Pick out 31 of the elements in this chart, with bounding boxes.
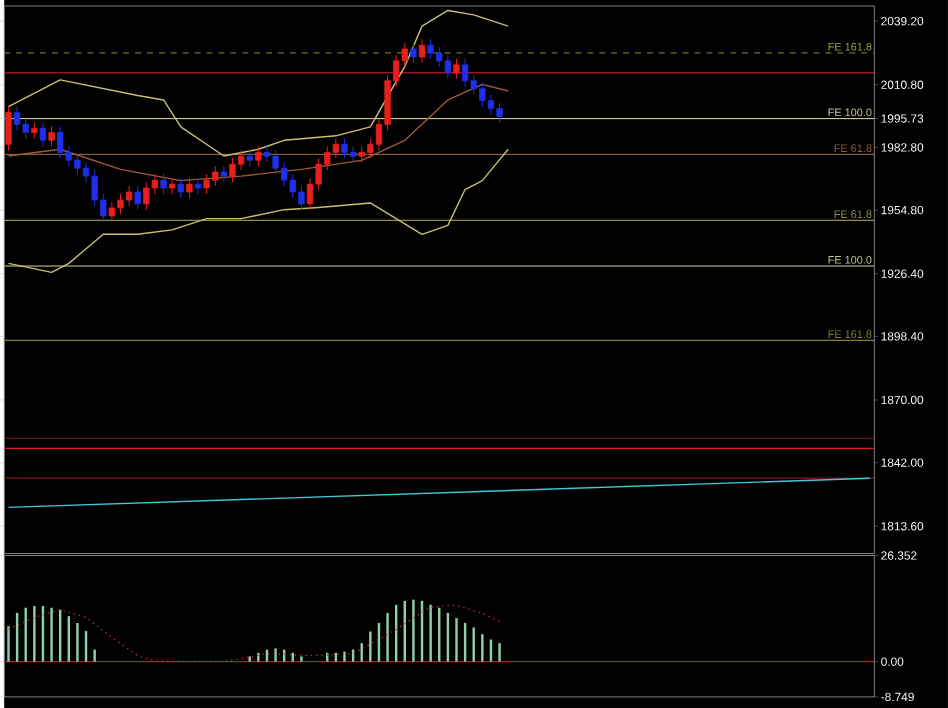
candlestick xyxy=(48,125,55,147)
candlestick xyxy=(57,125,64,159)
candlestick xyxy=(125,185,133,206)
candlestick xyxy=(134,185,141,210)
candlestick xyxy=(444,54,452,79)
candlestick xyxy=(418,38,426,63)
line-series xyxy=(7,9,509,157)
candlestick xyxy=(194,177,202,195)
candlestick xyxy=(39,121,47,147)
candlestick xyxy=(496,101,503,123)
candlestick xyxy=(22,117,29,139)
line-series xyxy=(7,148,509,273)
candlestick xyxy=(13,105,21,131)
candlestick xyxy=(5,105,12,151)
line-series xyxy=(7,604,501,662)
candlestick xyxy=(332,137,340,159)
candlestick xyxy=(263,145,271,163)
candlestick xyxy=(108,200,116,222)
candlestick xyxy=(143,181,150,210)
candlestick xyxy=(237,149,245,171)
candlestick xyxy=(186,177,193,199)
candlestick xyxy=(177,177,184,199)
candlestick xyxy=(160,173,167,195)
candlestick xyxy=(410,42,417,63)
candlestick xyxy=(487,93,495,115)
candlestick xyxy=(453,58,460,79)
line-series xyxy=(7,83,509,181)
candlestick xyxy=(461,58,469,87)
candlestick xyxy=(349,145,357,163)
candlestick xyxy=(255,145,262,167)
candlestick xyxy=(220,165,228,183)
